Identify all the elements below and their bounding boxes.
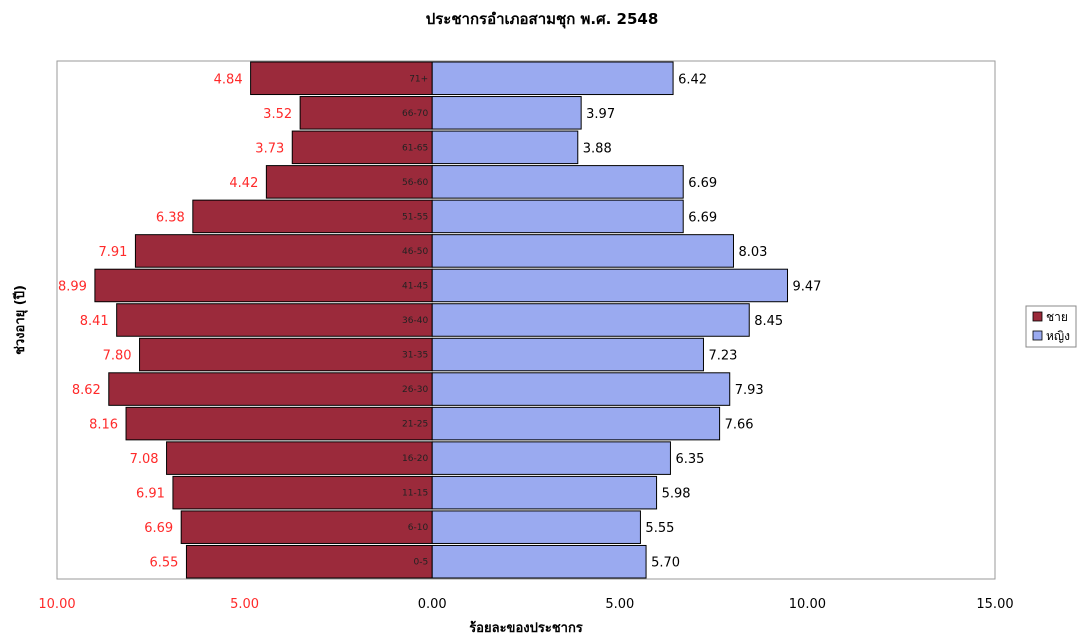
legend-swatch-female [1032, 330, 1043, 341]
bar-male-13 [180, 510, 433, 544]
bar-female-8 [431, 337, 704, 372]
x-tick-label-4: 10.00 [789, 597, 826, 612]
chart-title: ประชากรอำเภอสามชุก พ.ศ. 2548 [426, 10, 659, 29]
y-axis-title: ช่วงอายุ (ปี) [12, 285, 28, 355]
category-label-4: 51-55 [402, 212, 428, 222]
bar-female-14 [431, 544, 647, 579]
data-label-male-12: 6.91 [136, 487, 165, 502]
x-tick-label-5: 15.00 [976, 597, 1013, 612]
x-tick-label-3: 5.00 [605, 597, 634, 612]
legend: ชาย หญิง [1025, 305, 1077, 348]
bar-male-12 [172, 475, 433, 510]
bar-male-6 [94, 268, 433, 303]
bar-female-2 [431, 130, 579, 165]
data-label-male-6: 8.99 [58, 279, 87, 294]
bar-male-1 [299, 96, 433, 130]
x-tick-label-0: 10.00 [38, 597, 75, 612]
bar-male-14 [185, 544, 433, 579]
bar-male-4 [192, 199, 433, 234]
bar-male-5 [134, 234, 433, 268]
data-label-male-14: 6.55 [149, 556, 178, 571]
category-label-1: 66-70 [402, 109, 428, 119]
bar-female-4 [431, 199, 684, 234]
category-label-3: 56-60 [402, 178, 428, 188]
category-labels: 71+ 66-70 61-65 56-60 51-55 46-50 41-45 36-40 31… [402, 74, 428, 567]
bar-female-12 [431, 475, 658, 510]
data-label-female-6: 9.47 [793, 279, 822, 294]
data-label-female-2: 3.88 [583, 141, 612, 156]
data-label-male-4: 6.38 [156, 210, 185, 225]
data-label-male-9: 8.62 [72, 383, 101, 398]
bar-female-6 [431, 268, 789, 303]
data-label-male-11: 7.08 [130, 452, 159, 467]
bar-male-9 [108, 372, 433, 406]
category-label-6: 41-45 [402, 281, 428, 291]
bar-female-13 [431, 510, 641, 544]
data-label-male-2: 3.73 [255, 141, 284, 156]
data-label-male-0: 4.84 [214, 72, 243, 87]
x-axis-title: ร้อยละของประชากร [469, 620, 583, 636]
plot-area [56, 60, 996, 580]
data-label-female-14: 5.70 [651, 556, 680, 571]
bar-female-1 [431, 96, 582, 130]
data-label-male-8: 7.80 [103, 349, 132, 364]
data-label-female-8: 7.23 [708, 349, 737, 364]
data-label-female-12: 5.98 [662, 487, 691, 502]
legend-label-male: ชาย [1046, 310, 1068, 324]
category-label-8: 31-35 [402, 351, 428, 361]
male-bars [94, 61, 433, 579]
bar-male-0 [250, 61, 433, 96]
female-bars [431, 61, 789, 579]
bar-female-7 [431, 303, 750, 337]
category-label-14: 0-5 [413, 558, 428, 568]
data-label-female-5: 8.03 [738, 245, 767, 260]
category-label-12: 11-15 [402, 489, 428, 499]
category-label-9: 26-30 [402, 385, 428, 395]
data-label-male-7: 8.41 [80, 314, 109, 329]
bar-female-5 [431, 234, 734, 268]
data-label-female-10: 7.66 [725, 418, 754, 433]
bar-male-8 [139, 337, 433, 372]
category-label-13: 6-10 [408, 523, 429, 533]
data-label-female-1: 3.97 [586, 107, 615, 122]
category-label-7: 36-40 [402, 316, 428, 326]
category-label-5: 46-50 [402, 247, 428, 257]
legend-swatch-male [1032, 311, 1043, 322]
category-label-11: 16-20 [402, 454, 428, 464]
bar-female-3 [431, 165, 684, 199]
bar-male-10 [125, 406, 433, 441]
value-labels: 4.84 6.42 3.52 3.97 3.73 3.88 4.42 6.69 6.38 6.69… [58, 72, 822, 570]
data-label-female-3: 6.69 [688, 176, 717, 191]
data-label-male-10: 8.16 [89, 418, 118, 433]
data-label-male-1: 3.52 [263, 107, 292, 122]
bar-male-7 [116, 303, 433, 337]
bar-male-11 [166, 441, 433, 475]
data-label-female-13: 5.55 [645, 521, 674, 536]
legend-label-female: หญิง [1046, 329, 1070, 343]
data-label-male-5: 7.91 [98, 245, 127, 260]
category-label-2: 61-65 [402, 143, 428, 153]
x-tick-label-1: 5.00 [230, 597, 259, 612]
bar-female-11 [431, 441, 671, 475]
data-label-female-0: 6.42 [678, 72, 707, 87]
data-label-female-4: 6.69 [688, 210, 717, 225]
data-label-male-3: 4.42 [229, 176, 258, 191]
data-label-female-11: 6.35 [675, 452, 704, 467]
bar-male-3 [265, 165, 433, 199]
bar-female-10 [431, 406, 721, 441]
x-axis-ticks: 10.00 5.00 0.00 5.00 10.00 15.00 [38, 597, 1013, 612]
data-label-male-13: 6.69 [144, 521, 173, 536]
data-label-female-9: 7.93 [735, 383, 764, 398]
data-label-female-7: 8.45 [754, 314, 783, 329]
bar-female-0 [431, 61, 674, 96]
category-label-10: 21-25 [402, 420, 428, 430]
bar-female-9 [431, 372, 731, 406]
category-label-0: 71+ [409, 74, 428, 84]
x-tick-label-2: 0.00 [418, 597, 447, 612]
